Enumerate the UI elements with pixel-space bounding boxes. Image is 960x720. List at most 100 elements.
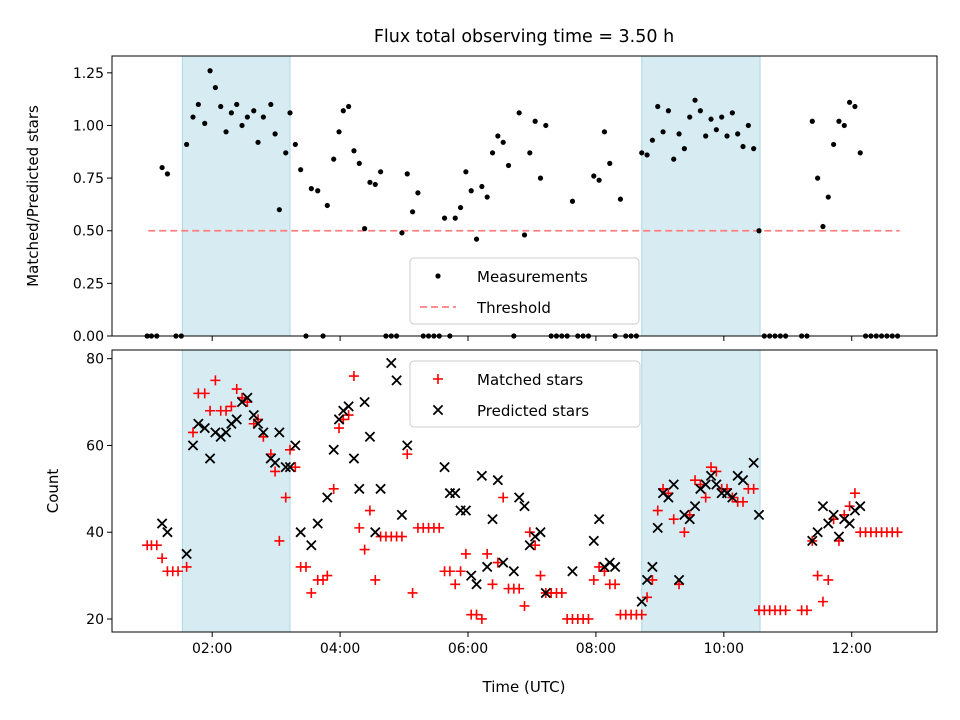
measurement-point: [591, 173, 597, 179]
measurement-point: [660, 129, 666, 135]
predicted-star-point: [727, 492, 738, 503]
measurement-point: [239, 122, 245, 129]
predicted-star-point: [242, 392, 253, 403]
measurement-point: [336, 129, 342, 135]
measurement-point: [516, 110, 522, 116]
measurement-point: [283, 150, 289, 156]
matched-star-point: [322, 570, 333, 581]
predicted-star-point: [193, 418, 204, 429]
predicted-star-point: [647, 561, 658, 573]
predicted-star-point: [312, 518, 323, 529]
predicted-star-point: [684, 513, 695, 525]
predicted-star-point: [823, 518, 834, 529]
matched-star-point: [318, 574, 329, 585]
matched-star-point: [738, 496, 749, 507]
predicted-star-point: [817, 500, 829, 512]
measurement-point: [489, 150, 496, 156]
measurement-point: [857, 150, 863, 156]
measurement-point: [212, 84, 218, 91]
x-tick-label: 02:00: [192, 641, 232, 657]
predicted-star-point: [705, 470, 717, 482]
predicted-star-point: [258, 427, 269, 438]
measurement-point: [409, 209, 416, 215]
measurement-point: [195, 101, 201, 108]
measurement-point: [268, 101, 274, 108]
matched-star-point: [334, 423, 345, 434]
measurement-point: [676, 131, 682, 137]
matched-star-point: [205, 405, 216, 416]
measurement-point: [399, 230, 405, 236]
shaded-interval: [641, 349, 761, 633]
measurement-point: [708, 116, 714, 122]
measurement-point: [441, 215, 448, 221]
predicted-star-point: [540, 587, 552, 599]
predicted-star-point: [567, 566, 578, 577]
measurement-point: [468, 188, 474, 194]
matched-star-point: [514, 583, 525, 594]
legend: Measurements Threshold: [409, 257, 640, 325]
measurement-point: [527, 150, 533, 156]
predicted-star-point: [199, 422, 210, 434]
measurement-point: [735, 131, 741, 137]
measurement-point: [207, 68, 213, 74]
matched-star-point: [476, 613, 487, 624]
x-tick-label: 06:00: [448, 641, 488, 657]
measurement-point: [378, 169, 384, 175]
measurement-point: [484, 194, 490, 200]
predicted-star-point: [513, 492, 525, 503]
ratio-panel: 0.00 0.25 0.50 0.75 1.00 1.25 Matched/Predicte…: [24, 55, 938, 345]
measurement-point: [292, 141, 298, 148]
matched-star-point: [231, 384, 242, 395]
legend-label: Threshold: [476, 299, 551, 317]
measurement-point: [223, 129, 229, 135]
measurement-point: [500, 139, 506, 145]
predicted-star-point: [354, 483, 365, 495]
measurement-point: [276, 207, 282, 213]
matched-star-point: [823, 574, 834, 585]
y-tick-label: 60: [86, 438, 104, 454]
predicted-star-point: [689, 500, 701, 512]
measurement-point: [607, 160, 613, 166]
predicted-star-point: [748, 457, 759, 469]
measurement-point: [692, 97, 698, 103]
legend-marker-measurements: [435, 273, 441, 279]
predicted-star-point: [204, 453, 216, 464]
measurement-point: [234, 101, 240, 108]
matched-star-point: [711, 466, 722, 477]
legend-label: Matched stars: [477, 371, 583, 389]
x-tick-label: 12:00: [832, 641, 872, 657]
matched-star-point: [444, 566, 455, 577]
matched-star-point: [300, 561, 311, 572]
measurement-point: [655, 103, 661, 110]
y-tick-label: 0.75: [73, 171, 104, 187]
matched-star-point: [700, 492, 711, 503]
measurement-point: [415, 190, 421, 196]
predicted-star-point: [322, 492, 333, 503]
predicted-star-point: [855, 500, 866, 512]
matched-star-point: [274, 535, 285, 546]
measurement-point: [457, 204, 464, 211]
y-axis-label: Count: [44, 469, 62, 514]
matched-star-point: [157, 553, 168, 564]
predicted-star-point: [471, 579, 482, 590]
predicted-star-point: [370, 526, 381, 538]
y-tick-label: 80: [86, 352, 104, 368]
predicted-star-point: [156, 518, 168, 529]
measurement-point: [287, 110, 293, 116]
measurement-point: [671, 156, 677, 162]
matched-star-point: [354, 522, 365, 533]
predicted-star-point: [663, 492, 674, 503]
matched-star-point: [396, 531, 407, 542]
matched-star-point: [210, 375, 221, 386]
predicted-star-point: [187, 440, 199, 451]
predicted-star-point: [386, 357, 397, 369]
predicted-star-point: [833, 531, 845, 542]
matched-star-point: [359, 544, 370, 555]
predicted-star-point: [364, 431, 376, 443]
matched-star-point: [328, 483, 339, 494]
matched-star-point: [668, 514, 679, 525]
predicted-star-point: [343, 401, 354, 412]
predicted-star-point: [828, 509, 839, 521]
matched-star-point: [588, 574, 599, 585]
y-tick-label: 40: [86, 525, 104, 541]
